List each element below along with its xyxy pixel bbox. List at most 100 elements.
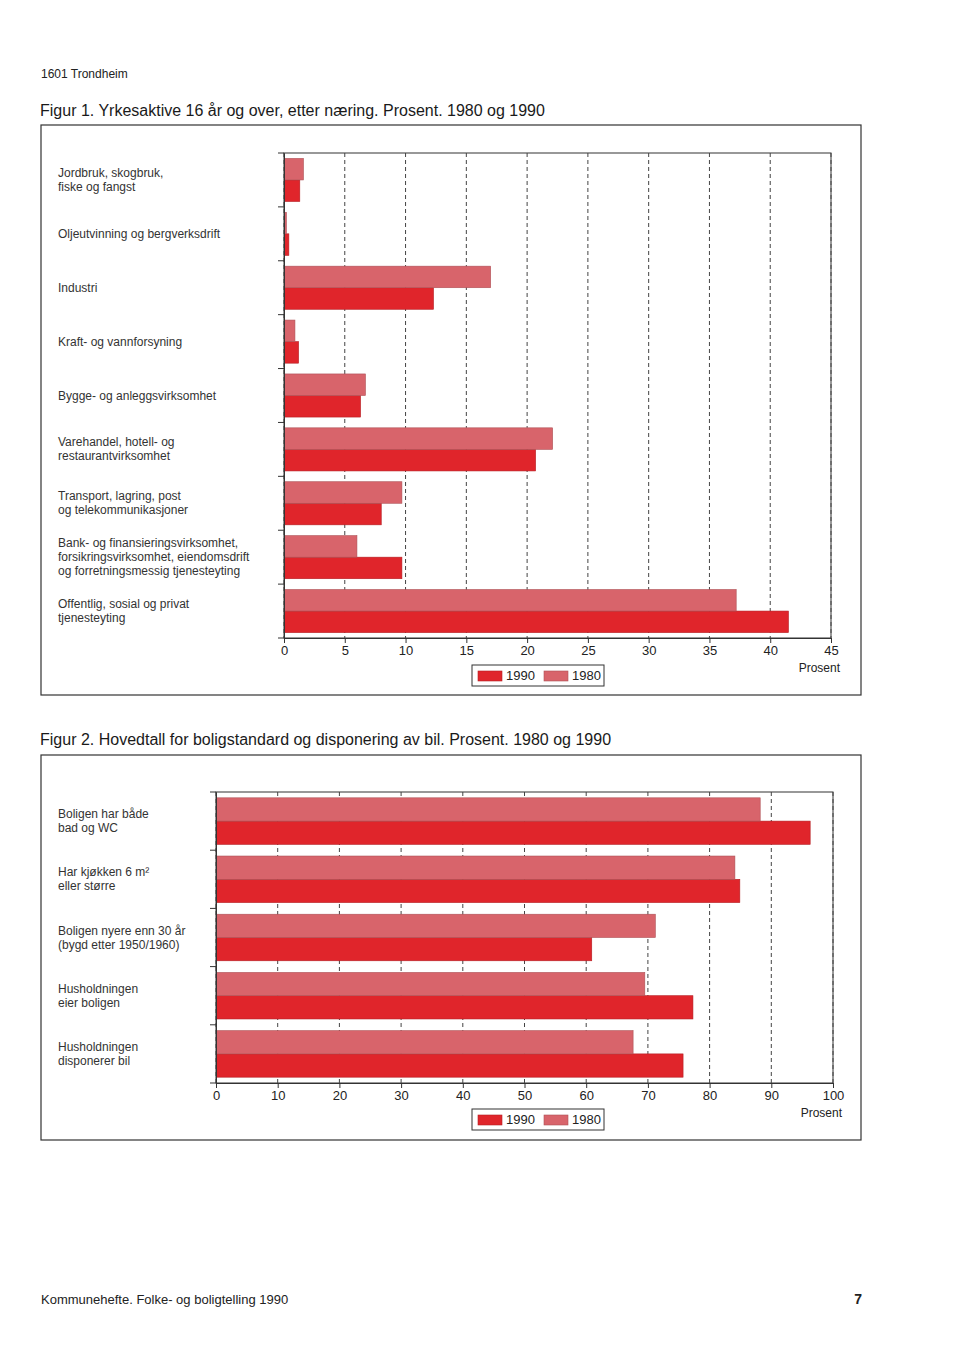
- bar: [284, 590, 736, 612]
- tick-label: 100: [823, 1088, 845, 1103]
- tick-label: 45: [824, 643, 838, 658]
- category-separator: [278, 584, 284, 585]
- x-axis: 0102030405060708090100: [213, 1083, 844, 1103]
- tick: 10: [399, 638, 413, 658]
- bar: [284, 158, 303, 180]
- category-separator: [210, 850, 216, 851]
- grid-line: [648, 153, 649, 638]
- tick: 40: [456, 1083, 470, 1103]
- bar: [284, 482, 402, 504]
- tick-label: 15: [460, 643, 474, 658]
- bar: [216, 856, 735, 879]
- bar: [216, 821, 810, 844]
- tick-label: 50: [518, 1088, 532, 1103]
- bar: [284, 320, 295, 342]
- figure-frame: [41, 755, 861, 1140]
- tick-label: 20: [333, 1088, 347, 1103]
- category-separator: [210, 1024, 216, 1025]
- tick-label: 25: [581, 643, 595, 658]
- category-separator: [278, 314, 284, 315]
- category-label: Offentlig, sosial og privattjenesteyting: [58, 597, 190, 625]
- tick-label: 20: [520, 643, 534, 658]
- tick-label: 80: [703, 1088, 717, 1103]
- tick-label: 10: [399, 643, 413, 658]
- tick: 0: [281, 638, 288, 658]
- grid-line: [587, 153, 588, 638]
- bar: [216, 879, 740, 902]
- grid-line: [284, 153, 285, 638]
- tick: 90: [765, 1083, 779, 1103]
- category-separator: [210, 908, 216, 909]
- axis-line: [285, 638, 832, 639]
- tick: 10: [271, 1083, 285, 1103]
- chart-title: Figur 2. Hovedtall for boligstandard og …: [40, 731, 611, 748]
- page-number: 7: [854, 1291, 862, 1307]
- bars: [216, 798, 810, 1077]
- bar: [284, 536, 357, 558]
- bar: [284, 503, 381, 525]
- legend-box: [472, 665, 604, 686]
- category-separators: [278, 153, 284, 638]
- category-separator: [210, 792, 216, 793]
- tick-label: 40: [456, 1088, 470, 1103]
- category-label: Husholdningeneier boligen: [58, 982, 138, 1010]
- legend-box: [472, 1109, 604, 1130]
- tick: 25: [581, 638, 595, 658]
- legend-swatch: [478, 671, 502, 681]
- tick-label: 0: [213, 1088, 220, 1103]
- category-label: Har kjøkken 6 m²eller større: [58, 865, 149, 893]
- chart: Figur 1. Yrkesaktive 16 år og over, ette…: [40, 102, 861, 695]
- grid-line: [216, 792, 217, 1083]
- x-axis-label: Prosent: [801, 1106, 843, 1120]
- grid-line: [466, 153, 467, 638]
- legend-swatch: [544, 1115, 568, 1125]
- category-separator: [210, 1083, 216, 1084]
- category-label: Industri: [58, 281, 97, 295]
- category-label: Kraft- og vannforsyning: [58, 335, 182, 349]
- page-header: 1601 Trondheim: [41, 67, 128, 81]
- category-label: Transport, lagring, postog telekommunika…: [58, 489, 188, 517]
- tick-label: 90: [765, 1088, 779, 1103]
- bar: [216, 798, 760, 821]
- category-separators: [210, 792, 216, 1083]
- bar: [216, 1031, 633, 1054]
- bar: [284, 428, 553, 450]
- bar: [284, 449, 536, 471]
- bar: [216, 1054, 683, 1077]
- tick: 60: [579, 1083, 593, 1103]
- category-separator: [278, 530, 284, 531]
- bar: [284, 557, 402, 579]
- bar: [216, 972, 645, 995]
- category-separator: [210, 966, 216, 967]
- category-labels: Jordbruk, skogbruk,fiske og fangstOljeut…: [58, 166, 250, 625]
- grid: [216, 792, 833, 1083]
- grid-line: [527, 153, 528, 638]
- grid: [284, 153, 831, 638]
- category-label: Oljeutvinning og bergverksdrift: [58, 227, 221, 241]
- category-label: Bygge- og anleggsvirksomhet: [58, 389, 217, 403]
- category-label: Boligen nyere enn 30 år(bygd etter 1950/…: [58, 924, 185, 952]
- legend-swatch: [544, 671, 568, 681]
- category-separator: [278, 368, 284, 369]
- category-separator: [278, 153, 284, 154]
- legend-label: 1990: [506, 1112, 535, 1127]
- tick: 0: [213, 1083, 220, 1103]
- plot-frame: [284, 153, 831, 638]
- tick-label: 30: [394, 1088, 408, 1103]
- bar: [284, 374, 365, 396]
- category-separator: [278, 422, 284, 423]
- bar: [284, 180, 300, 202]
- page-footer: Kommunehefte. Folke- og boligtelling 199…: [41, 1292, 288, 1307]
- tick-label: 60: [579, 1088, 593, 1103]
- tick: 40: [763, 638, 777, 658]
- tick: 30: [394, 1083, 408, 1103]
- bar: [284, 342, 299, 364]
- tick: 20: [333, 1083, 347, 1103]
- tick-label: 35: [703, 643, 717, 658]
- category-label: Boligen har bådebad og WC: [58, 807, 149, 835]
- legend-label: 1990: [506, 668, 535, 683]
- grid-line: [405, 153, 406, 638]
- legend-label: 1980: [572, 1112, 601, 1127]
- bar: [216, 914, 655, 937]
- bar: [216, 996, 693, 1019]
